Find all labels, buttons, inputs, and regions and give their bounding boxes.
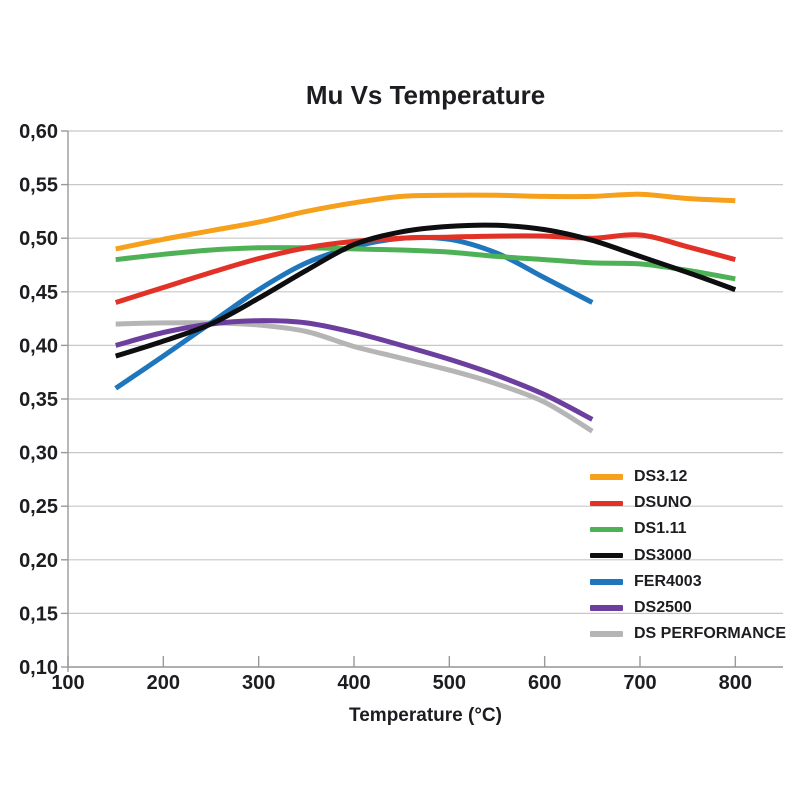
y-tick-label: 0,10 xyxy=(19,657,58,679)
y-tick-label: 0,15 xyxy=(19,603,58,625)
x-tick-label: 600 xyxy=(528,672,561,694)
legend-item-dsuno: DSUNO xyxy=(590,490,786,516)
x-tick-label: 800 xyxy=(719,672,752,694)
legend-item-fer4003: FER4003 xyxy=(590,569,786,595)
y-tick-label: 0,45 xyxy=(19,282,58,304)
x-tick-label: 300 xyxy=(242,672,275,694)
legend-label: DS1.11 xyxy=(634,520,687,538)
series-line-ds3-12 xyxy=(115,191,736,252)
y-tick-label: 0,55 xyxy=(19,175,58,197)
legend-item-ds3000: DS3000 xyxy=(590,543,786,569)
y-tick-label: 0,60 xyxy=(19,121,58,143)
legend-swatch xyxy=(590,579,623,585)
legend-swatch xyxy=(590,474,623,480)
legend-label: DS2500 xyxy=(634,599,692,617)
legend-swatch xyxy=(590,631,623,637)
legend-label: DS3.12 xyxy=(634,468,688,486)
series-line-ds-performance xyxy=(115,320,594,434)
series-line-ds3000 xyxy=(114,222,737,359)
series-line-ds1-11 xyxy=(115,245,736,282)
legend-item-ds2500: DS2500 xyxy=(590,595,786,621)
x-tick-label: 100 xyxy=(51,672,84,694)
x-tick-label: 400 xyxy=(337,672,370,694)
legend-item-ds3-12: DS3.12 xyxy=(590,464,786,490)
x-tick-label: 700 xyxy=(623,672,656,694)
legend-item-ds1-11: DS1.11 xyxy=(590,516,786,542)
legend-label: DSUNO xyxy=(634,494,692,512)
legend-swatch xyxy=(590,500,623,507)
legend-swatch xyxy=(590,605,623,611)
legend: DS3.12 DSUNO DS1.11 DS3000 FER4003 DS2500 DS P… xyxy=(590,464,786,647)
x-tick-label: 200 xyxy=(147,672,180,694)
legend-swatch xyxy=(590,552,623,559)
legend-label: FER4003 xyxy=(634,572,702,590)
x-axis-label: Temperature (°C) xyxy=(349,705,502,726)
y-tick-label: 0,20 xyxy=(19,550,58,572)
series-line-dsuno xyxy=(114,232,736,305)
y-tick-label: 0,35 xyxy=(19,389,58,411)
y-tick-label: 0,25 xyxy=(19,496,58,518)
y-tick-label: 0,30 xyxy=(19,443,58,465)
legend-label: DS PERFORMANCE xyxy=(634,625,787,643)
x-tick-label: 500 xyxy=(433,672,466,694)
chart-title: Mu Vs Temperature xyxy=(305,80,546,110)
legend-swatch xyxy=(590,526,623,533)
y-tick-label: 0,50 xyxy=(19,228,58,250)
legend-item-ds-performance: DS PERFORMANCE xyxy=(590,621,786,647)
y-tick-label: 0,40 xyxy=(19,335,58,357)
series-line-ds2500 xyxy=(115,318,594,422)
legend-label: DS3000 xyxy=(634,546,692,564)
